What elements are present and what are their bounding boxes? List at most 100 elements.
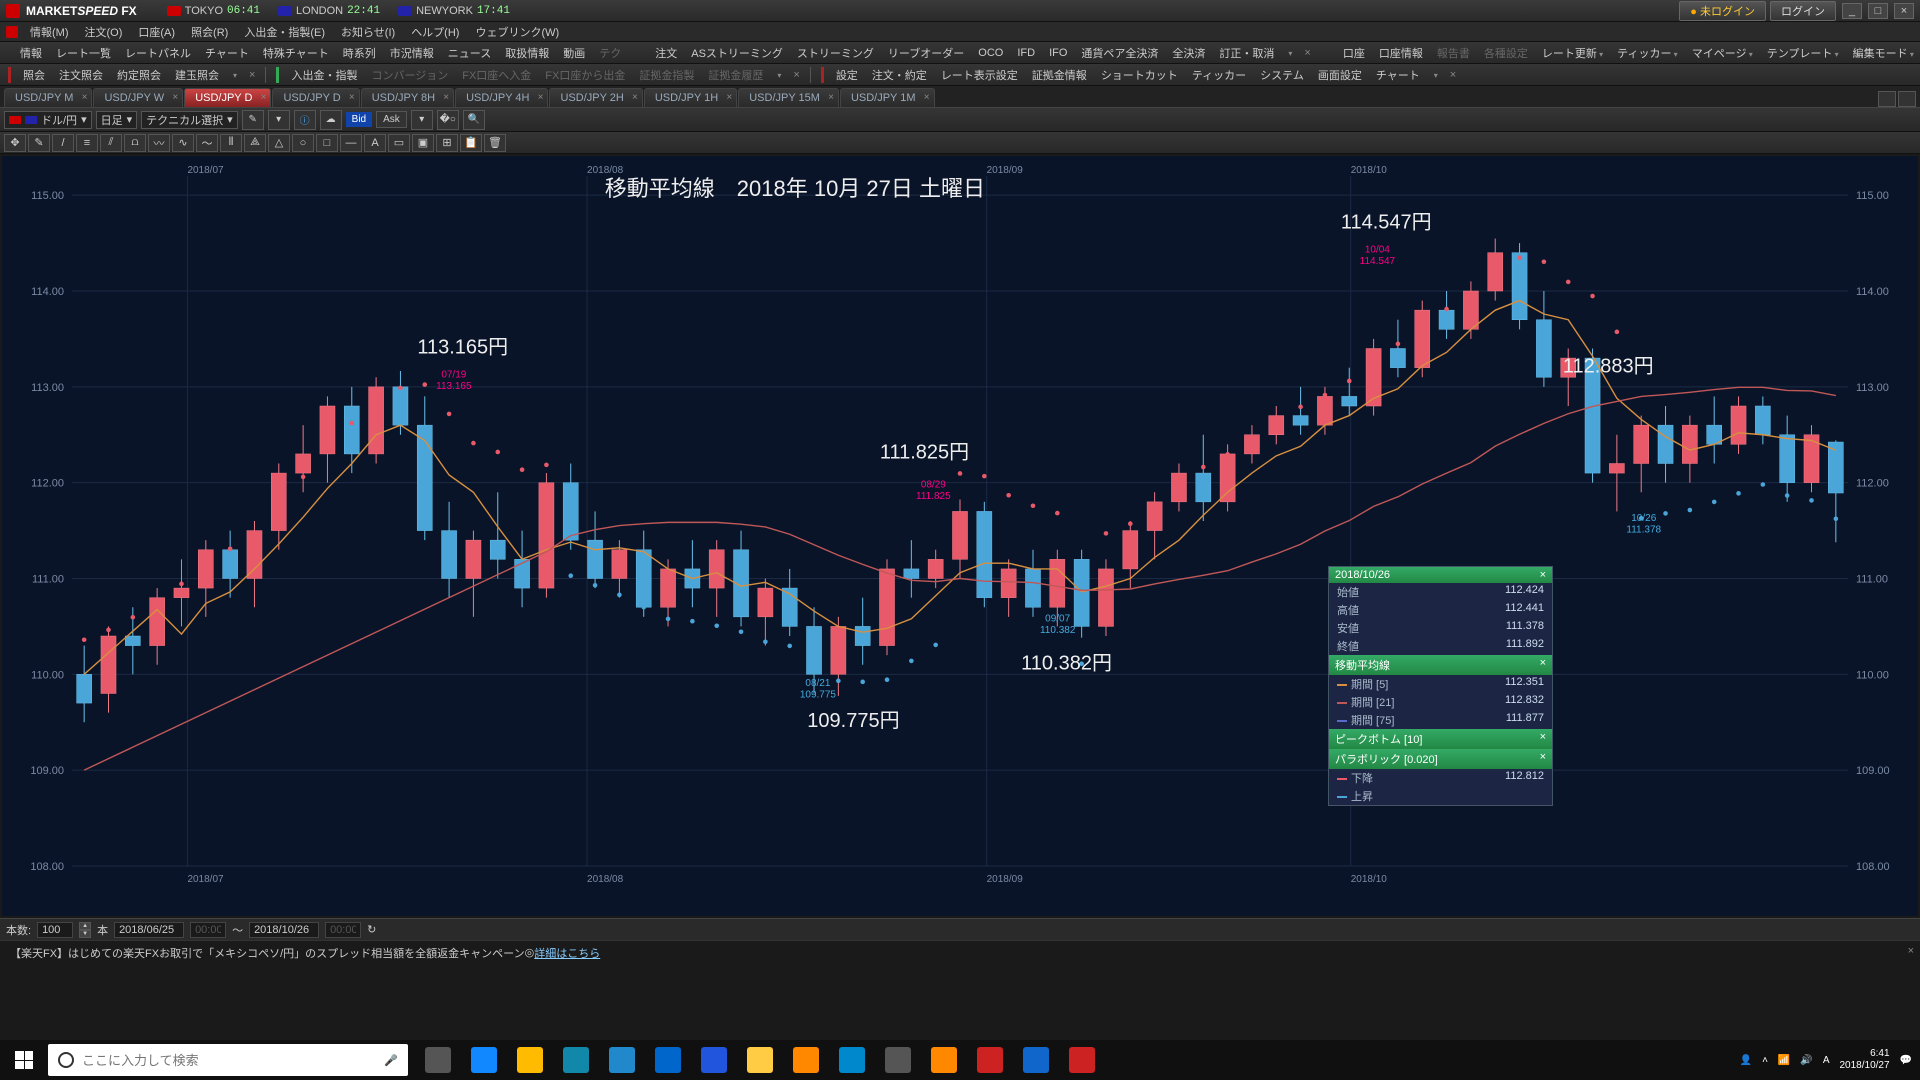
chart-tab[interactable]: USD/JPY M× — [4, 88, 92, 107]
menu-item[interactable]: 口座(A) — [130, 25, 183, 41]
tb-right-item[interactable]: 編集モード — [1847, 43, 1920, 63]
draw-tool-5[interactable]: ⩍ — [124, 134, 146, 152]
tray-volume-icon[interactable]: 🔊 — [1800, 1055, 1812, 1066]
draw-tool-7[interactable]: ∿ — [172, 134, 194, 152]
tb-item[interactable]: ティッカー — [1186, 65, 1252, 85]
tab-close-icon[interactable]: × — [172, 92, 178, 103]
tb-right-item[interactable]: ティッカー — [1611, 43, 1684, 63]
draw-tool-0[interactable]: ✥ — [4, 134, 26, 152]
panel-close-icon[interactable]: × — [1540, 657, 1546, 673]
panel-close-icon[interactable]: × — [1540, 569, 1546, 581]
tab-close-icon[interactable] — [1898, 91, 1916, 107]
tab-close-icon[interactable]: × — [924, 92, 930, 103]
taskbar-search[interactable]: 🎤 — [48, 1044, 408, 1076]
ask-button[interactable]: Ask — [376, 111, 407, 128]
pencil-icon[interactable]: ✎ — [242, 110, 264, 130]
panel-ma-header[interactable]: 移動平均線× — [1329, 655, 1552, 675]
tb-item[interactable]: ASストリーミング — [685, 43, 789, 63]
bars-input[interactable] — [37, 922, 73, 938]
news-close-icon[interactable]: × — [1908, 945, 1914, 957]
tb-item[interactable]: 通貨ペア全決済 — [1075, 43, 1164, 63]
chart-tab[interactable]: USD/JPY W× — [93, 88, 183, 107]
tab-close-icon[interactable]: × — [443, 92, 449, 103]
menu-item[interactable]: 照会(R) — [183, 25, 236, 41]
tb-item[interactable]: 訂正・取消 — [1213, 43, 1280, 63]
tray-notifications-icon[interactable]: 💬 — [1900, 1055, 1912, 1066]
draw-tool-1[interactable]: ✎ — [28, 134, 50, 152]
taskbar-app-12[interactable] — [968, 1040, 1012, 1080]
tab-close-icon[interactable]: × — [632, 92, 638, 103]
tray-datetime[interactable]: 6:412018/10/27 — [1839, 1048, 1889, 1072]
taskbar-app-13[interactable] — [1014, 1040, 1058, 1080]
tb-item[interactable] — [1428, 67, 1444, 83]
tb-item[interactable]: 建玉照会 — [169, 65, 225, 85]
menu-item[interactable]: 入出金・指製(E) — [236, 25, 333, 41]
mic-icon[interactable]: 🎤 — [384, 1054, 398, 1067]
tab-close-icon[interactable]: × — [349, 92, 355, 103]
taskbar-app-11[interactable] — [922, 1040, 966, 1080]
draw-tool-8[interactable]: 〜 — [196, 134, 218, 152]
tb-item[interactable] — [1282, 45, 1298, 61]
panel-pb-header[interactable]: ピークボトム [10]× — [1329, 729, 1552, 749]
close-button[interactable]: × — [1894, 3, 1914, 19]
login-button[interactable]: ログイン — [1770, 1, 1836, 21]
chart-area[interactable]: 108.00108.00109.00109.00110.00110.00111.… — [2, 156, 1918, 916]
taskbar-app-3[interactable] — [554, 1040, 598, 1080]
draw-tool-16[interactable]: ▭ — [388, 134, 410, 152]
close-x-icon[interactable]: × — [245, 69, 259, 81]
start-button[interactable] — [0, 1040, 48, 1080]
draw-tool-14[interactable]: — — [340, 134, 362, 152]
tab-close-icon[interactable]: × — [82, 92, 88, 103]
bars-down[interactable]: ▼ — [79, 930, 91, 938]
maximize-button[interactable]: □ — [1868, 3, 1888, 19]
tb-item[interactable]: 注文・約定 — [866, 65, 933, 85]
tray-wifi-icon[interactable]: 📶 — [1778, 1055, 1790, 1066]
candlestick-chart[interactable]: 108.00108.00109.00109.00110.00110.00111.… — [2, 156, 1918, 916]
tb-item[interactable]: 証拠金情報 — [1026, 65, 1093, 85]
tab-expand-icon[interactable] — [1878, 91, 1896, 107]
tb-item[interactable]: 注文照会 — [53, 65, 109, 85]
tb-right-item[interactable]: レート更新 — [1536, 43, 1609, 63]
tb-item[interactable]: リーブオーダー — [882, 43, 970, 63]
chart-tab[interactable]: USD/JPY 4H× — [455, 88, 548, 107]
taskbar-app-6[interactable] — [692, 1040, 736, 1080]
taskbar-app-8[interactable] — [784, 1040, 828, 1080]
cloud-icon[interactable]: ☁ — [320, 110, 342, 130]
tb-item[interactable]: 市況情報 — [384, 43, 440, 63]
panel-date-header[interactable]: 2018/10/26× — [1329, 567, 1552, 583]
taskbar-app-7[interactable] — [738, 1040, 782, 1080]
zoom-icon[interactable]: 🔍 — [463, 110, 485, 130]
tb-item[interactable]: システム — [1254, 65, 1310, 85]
date-to-input[interactable] — [249, 922, 319, 938]
chart-tab[interactable]: USD/JPY D× — [184, 88, 271, 107]
tray-people-icon[interactable]: 👤 — [1740, 1055, 1752, 1066]
time-to-input[interactable] — [325, 922, 361, 938]
time-from-input[interactable] — [190, 922, 226, 938]
draw-tool-15[interactable]: A — [364, 134, 386, 152]
data-panel[interactable]: 2018/10/26×始値112.424高値112.441安値111.378終値… — [1328, 566, 1553, 806]
tb-item[interactable]: 画面設定 — [1312, 65, 1368, 85]
tb-item[interactable]: IFO — [1043, 45, 1073, 61]
tb-item[interactable]: 全決済 — [1166, 43, 1211, 63]
search-input[interactable] — [82, 1053, 376, 1068]
panel-close-icon[interactable]: × — [1540, 751, 1546, 767]
close-x-icon[interactable]: × — [1446, 69, 1460, 81]
tb-item[interactable]: 動画 — [557, 43, 591, 63]
tab-close-icon[interactable]: × — [538, 92, 544, 103]
draw-tool-13[interactable]: □ — [316, 134, 338, 152]
draw-tool-17[interactable]: ▣ — [412, 134, 434, 152]
tb-item[interactable]: チャート — [199, 43, 255, 63]
bid-button[interactable]: Bid — [346, 112, 372, 127]
tb-item[interactable]: ニュース — [442, 43, 497, 63]
taskbar-app-0[interactable] — [416, 1040, 460, 1080]
tb-item[interactable]: 口座情報 — [1373, 43, 1429, 63]
close-x-icon[interactable]: × — [1300, 47, 1314, 59]
chart-tab[interactable]: USD/JPY 1M× — [840, 88, 935, 107]
draw-tool-9[interactable]: ⫴ — [220, 134, 242, 152]
chart-settings-icon[interactable]: ▾ — [411, 110, 433, 130]
tb-item[interactable] — [771, 67, 787, 83]
close-x-icon[interactable]: × — [789, 69, 803, 81]
draw-tool-20[interactable]: 🗑 — [484, 134, 506, 152]
tb-item[interactable]: 取扱情報 — [499, 43, 555, 63]
tb-item[interactable]: レート表示設定 — [935, 65, 1024, 85]
